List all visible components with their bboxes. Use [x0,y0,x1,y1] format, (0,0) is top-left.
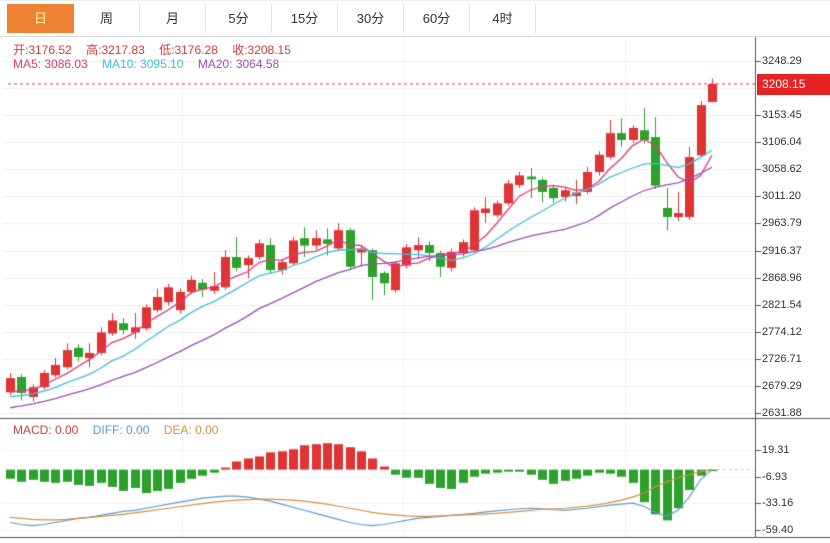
y-axis-label: -33.16 [762,496,794,509]
current-price-badge: 3208.15 [757,74,830,95]
tab-week[interactable]: 周 [74,4,140,33]
y-axis-label: 2631.88 [762,406,802,419]
macd-value: MACD: 0.00 [13,423,79,437]
tab-30min[interactable]: 30分 [338,4,404,33]
y-axis-label: 2726.71 [762,352,802,365]
open-value: 开:3176.52 [13,43,72,57]
period-tabbar: 日 周 月 5分 15分 30分 60分 4时 [0,0,830,37]
ma10-value: MA10: 3095.10 [102,57,184,71]
tab-day[interactable]: 日 [7,4,74,33]
y-axis-label: -6.93 [762,470,788,483]
y-axis-label: -59.40 [762,523,794,536]
y-axis-label: 3153.45 [762,108,802,121]
ma5-value: MA5: 3086.03 [13,57,88,71]
close-value: 收:3208.15 [232,43,291,57]
tab-month[interactable]: 月 [140,4,206,33]
y-axis-label: 19.31 [762,443,790,456]
diff-value: DIFF: 0.00 [92,423,150,437]
dea-value: DEA: 0.00 [163,423,219,437]
macd-info-row: MACD: 0.00 DIFF: 0.00 DEA: 0.00 [13,423,229,437]
y-axis-label: 2821.54 [762,298,802,311]
y-axis-label: 2774.12 [762,325,802,338]
ma-info-row: MA5: 3086.03 MA10: 3095.10 MA20: 3064.58 [13,57,290,71]
y-axis-label: 2916.37 [762,244,802,257]
ohlc-info-row: 开:3176.52 高:3217.83 低:3176.28 收:3208.15 [13,41,302,58]
y-axis-label: 3058.62 [762,162,802,175]
tab-5min[interactable]: 5分 [206,4,272,33]
y-axis-label: 3106.04 [762,135,802,148]
tab-60min[interactable]: 60分 [404,4,470,33]
tab-15min[interactable]: 15分 [272,4,338,33]
y-axis-label: 2679.29 [762,379,802,392]
y-axis-label: 3011.20 [762,189,801,202]
y-axis-label: 2868.96 [762,271,802,284]
y-axis-label: 3248.29 [762,54,802,67]
high-value: 高:3217.83 [86,43,145,57]
tab-4hour[interactable]: 4时 [470,4,536,33]
ma20-value: MA20: 3064.58 [197,57,280,71]
low-value: 低:3176.28 [159,43,218,57]
y-axis-label: 2963.79 [762,216,802,229]
